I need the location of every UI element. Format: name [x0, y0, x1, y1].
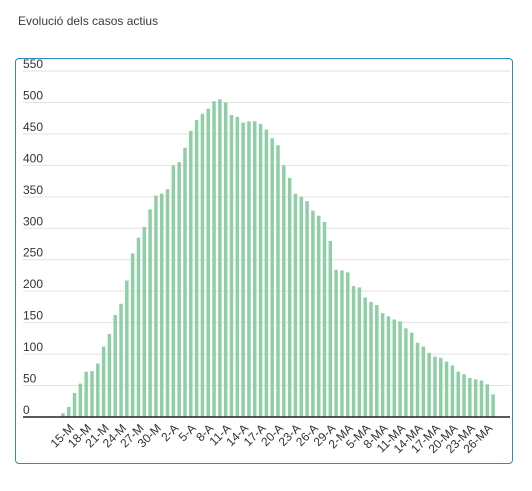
bar: [439, 357, 443, 417]
bar: [229, 115, 234, 417]
bar: [491, 394, 495, 417]
bar: [223, 102, 228, 418]
bar: [369, 301, 373, 417]
bar: [258, 123, 263, 418]
bar: [72, 393, 77, 417]
bar: [218, 99, 222, 418]
y-tick-label: 150: [23, 309, 43, 323]
bar: [159, 193, 164, 417]
bar: [398, 321, 402, 417]
bar: [450, 365, 455, 417]
y-tick-label: 200: [23, 277, 43, 291]
bar: [421, 346, 426, 417]
bar: [351, 286, 356, 417]
bar: [136, 237, 141, 417]
bar: [96, 363, 100, 417]
bar: [316, 215, 321, 417]
bar: [200, 113, 205, 417]
y-tick-label: 300: [23, 214, 43, 228]
bar: [485, 384, 490, 417]
bar: [392, 319, 397, 417]
bar: [148, 209, 152, 417]
chart-panel: 0 50 100 150 200 250 300 350 400 450 500 550 15-M 18-…: [15, 58, 513, 464]
y-tick-label: 550: [23, 59, 43, 71]
bar: [473, 379, 478, 417]
bar: [444, 361, 449, 417]
bar: [293, 193, 298, 417]
y-tick-label: 350: [23, 183, 43, 197]
bar: [183, 147, 187, 417]
bar: [113, 315, 117, 417]
bar: [479, 380, 484, 417]
bar: [165, 189, 170, 417]
bar: [468, 377, 472, 417]
bar: [78, 383, 83, 417]
bar: [346, 272, 350, 417]
bar: [247, 121, 251, 417]
bar: [340, 270, 344, 417]
bar: [427, 352, 431, 417]
bar: [404, 328, 408, 417]
y-tick-label: 450: [23, 120, 43, 134]
bar: [276, 145, 280, 417]
bar: [386, 316, 391, 417]
y-tick-label: 500: [23, 88, 43, 102]
bar: [119, 303, 123, 417]
bar: [206, 108, 210, 417]
bar: [305, 201, 309, 417]
bar: [433, 356, 437, 417]
bar: [282, 165, 286, 417]
bar: [328, 240, 333, 417]
bar: [189, 130, 193, 417]
bar: [375, 305, 379, 417]
bar: [299, 196, 303, 417]
bar: [253, 121, 257, 417]
y-tick-label: 250: [23, 246, 43, 260]
bar: [264, 129, 269, 417]
chart-title: Evolució dels casos actius: [18, 14, 159, 28]
bar: [177, 162, 181, 417]
bar: [130, 253, 135, 417]
bar: [125, 280, 129, 417]
bar: [357, 287, 362, 417]
bar-chart: 05010015020025030035040045050055015-M18-…: [23, 59, 510, 456]
bar: [235, 116, 240, 417]
bar: [66, 406, 71, 417]
bar: [462, 374, 466, 417]
bar: [241, 122, 245, 417]
bar: [409, 332, 414, 417]
bar: [61, 413, 65, 417]
bar: [380, 313, 385, 417]
bar: [456, 371, 460, 417]
bar: [171, 165, 176, 417]
y-tick-label: 50: [23, 372, 37, 386]
bar: [287, 177, 292, 417]
bar: [101, 346, 106, 417]
bar: [212, 101, 216, 418]
y-tick-label: 400: [23, 151, 43, 165]
y-tick-label: 100: [23, 340, 43, 354]
bar: [311, 210, 315, 417]
bar: [334, 269, 338, 417]
bar: [84, 371, 88, 417]
bar: [107, 333, 112, 417]
bar: [363, 297, 367, 417]
bar: [415, 342, 420, 417]
bar: [194, 120, 199, 417]
bar: [322, 221, 327, 417]
y-tick-label: 0: [23, 403, 30, 417]
bar: [142, 227, 147, 417]
bar: [270, 138, 274, 417]
bar: [90, 371, 94, 417]
bar: [154, 195, 158, 417]
